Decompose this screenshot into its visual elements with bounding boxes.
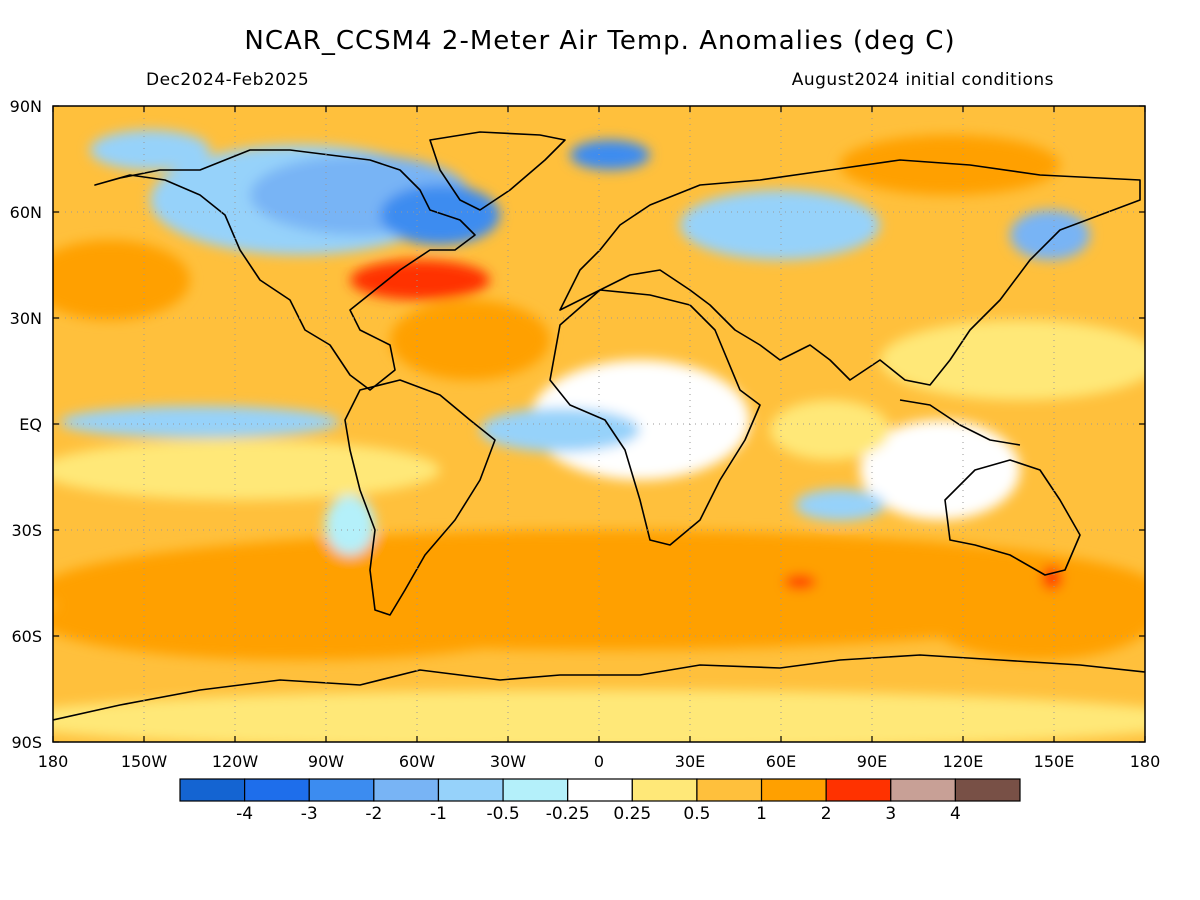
lon-label-30W: 30W: [490, 752, 526, 771]
lon-label-60W: 60W: [399, 752, 435, 771]
colorbar-swatch: [696, 778, 763, 802]
map-title: NCAR_CCSM4 2-Meter Air Temp. Anomalies (…: [244, 26, 956, 56]
lon-label-120W: 120W: [212, 752, 259, 771]
colorbar-label: 3: [885, 804, 896, 824]
lon-label-150E: 150E: [1034, 752, 1075, 771]
colorbar-swatch: [631, 778, 698, 802]
colorbar-swatch: [890, 778, 956, 802]
colorbar-swatch: [437, 778, 504, 802]
lon-label-180: 180: [1130, 752, 1161, 771]
colorbar-label: 2: [821, 804, 832, 824]
colorbar-swatch: [825, 778, 892, 802]
colorbar-label: -3: [301, 804, 318, 824]
lon-label-180: 180: [38, 752, 69, 771]
colorbar-swatch: [502, 778, 569, 802]
lon-label-30E: 30E: [675, 752, 705, 771]
colorbar-swatch: [308, 778, 375, 802]
lat-label-90N: 90N: [10, 97, 42, 116]
colorbar-label: -0.25: [546, 804, 590, 824]
colorbar-swatch: [373, 778, 440, 802]
lon-label-90E: 90E: [857, 752, 887, 771]
lat-label-30N: 30N: [10, 309, 42, 328]
lat-label-30S: 30S: [11, 521, 42, 540]
colorbar: [179, 778, 1021, 802]
colorbar-labels: -4 -3 -2 -1 -0.5 -0.25 0.25 0.5 1 2 3 4: [236, 804, 961, 824]
colorbar-swatch: [179, 778, 246, 802]
season-label: Dec2024-Feb2025: [146, 70, 310, 90]
axis-ticks: [52, 105, 1146, 743]
colorbar-label: 0.5: [683, 804, 710, 824]
colorbar-label: -4: [236, 804, 253, 824]
lon-label-0: 0: [594, 752, 604, 771]
lon-label-120E: 120E: [943, 752, 984, 771]
lon-label-60E: 60E: [766, 752, 796, 771]
lat-label-60N: 60N: [10, 203, 42, 222]
colorbar-label: 4: [950, 804, 961, 824]
anomaly-field: [53, 106, 1145, 742]
init-conditions-label: August2024 initial conditions: [791, 70, 1054, 90]
colorbar-swatch: [760, 778, 827, 802]
lat-label-90S: 90S: [11, 733, 42, 752]
lon-label-90W: 90W: [308, 752, 344, 771]
coastlines: [53, 131, 1145, 721]
gridlines: [53, 106, 1145, 742]
colorbar-label: -1: [430, 804, 447, 824]
colorbar-swatch: [954, 778, 1021, 802]
lat-label-60S: 60S: [11, 627, 42, 646]
lat-label-EQ: EQ: [19, 415, 42, 434]
colorbar-label: 1: [756, 804, 767, 824]
latitude-labels: 90N 60N 30N EQ 30S 60S 90S: [10, 97, 42, 752]
lon-label-150W: 150W: [121, 752, 168, 771]
colorbar-label: -2: [365, 804, 382, 824]
colorbar-swatch: [244, 778, 310, 802]
colorbar-label: -0.5: [486, 804, 519, 824]
colorbar-swatch: [567, 778, 633, 802]
colorbar-label: 0.25: [613, 804, 651, 824]
longitude-labels: 180 150W 120W 90W 60W 30W 0 30E 60E 90E 120E 150E 18…: [38, 752, 1161, 771]
